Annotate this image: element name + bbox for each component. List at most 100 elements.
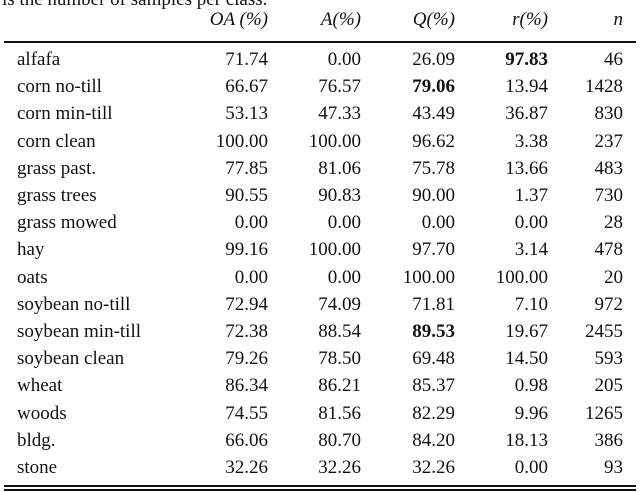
cell: 32.26 — [412, 457, 455, 478]
cell: 478 — [594, 239, 624, 261]
cell: 66.06 — [225, 429, 268, 451]
cell: 0.00 — [514, 212, 548, 234]
cell: 0.00 — [327, 266, 361, 288]
cell: 483 — [594, 157, 624, 179]
cell: 99.16 — [225, 239, 268, 261]
cell: 32.26 — [225, 457, 268, 478]
row-label: alfafa — [17, 49, 61, 70]
cell: 47.33 — [318, 103, 361, 125]
row-label: wheat — [17, 375, 63, 397]
bottom-rule — [4, 485, 636, 487]
bottom-rule — [4, 489, 636, 491]
cell: 237 — [594, 130, 624, 152]
cell: 86.21 — [318, 375, 361, 397]
row-label: soybean min-till — [17, 321, 142, 342]
cell: 20 — [604, 266, 623, 288]
cell: 74.09 — [318, 293, 361, 315]
cell: 3.14 — [514, 239, 548, 261]
cell: 93 — [604, 457, 623, 478]
cell: 0.98 — [514, 375, 548, 397]
cell: 75.78 — [412, 157, 455, 179]
cell: 28 — [604, 212, 623, 234]
cell: 14.50 — [505, 348, 548, 370]
cell: 593 — [594, 348, 624, 370]
cell: 18.13 — [505, 429, 548, 451]
header-rule — [4, 41, 636, 43]
cell: 9.96 — [514, 402, 548, 424]
cell: 84.20 — [412, 429, 455, 451]
cell: 13.94 — [505, 76, 548, 98]
cell: 205 — [594, 375, 624, 397]
cell: 72.38 — [225, 321, 268, 342]
cell: 71.81 — [412, 293, 455, 315]
cell: 79.26 — [225, 348, 268, 370]
row-label: stone — [17, 457, 58, 478]
cell: 89.53 — [412, 321, 455, 342]
cell: 90.00 — [412, 185, 455, 206]
cell: 0.00 — [327, 49, 361, 70]
caption: is the number of samples per class. — [2, 0, 267, 11]
cell: 77.85 — [225, 157, 268, 179]
cell: 100.00 — [495, 266, 548, 288]
cell: 32.26 — [318, 457, 361, 478]
cell: 76.57 — [318, 76, 361, 98]
cell: 0.00 — [234, 212, 268, 234]
cell: 36.87 — [505, 103, 548, 125]
column-header: A(%) — [320, 9, 361, 30]
row-label: corn no-till — [17, 76, 102, 98]
cell: 43.49 — [412, 103, 455, 125]
cell: 0.00 — [421, 212, 455, 234]
row-label: oats — [17, 266, 48, 288]
cell: 97.83 — [505, 49, 548, 70]
cell: 0.00 — [234, 266, 268, 288]
row-label: hay — [17, 239, 45, 261]
cell: 80.70 — [318, 429, 361, 451]
cell: 386 — [594, 429, 624, 451]
cell: 972 — [594, 293, 624, 315]
row-label: corn min-till — [17, 103, 113, 125]
cell: 72.94 — [225, 293, 268, 315]
cell: 0.00 — [514, 457, 548, 478]
row-label: bldg. — [17, 429, 56, 451]
row-label: corn clean — [17, 130, 96, 152]
cell: 730 — [594, 185, 624, 206]
cell: 78.50 — [318, 348, 361, 370]
cell: 90.55 — [225, 185, 268, 206]
cell: 46 — [604, 49, 623, 70]
cell: 1428 — [585, 76, 623, 98]
cell: 97.70 — [412, 239, 455, 261]
column-header: Q(%) — [412, 9, 455, 30]
cell: 79.06 — [412, 76, 455, 98]
row-label: grass mowed — [17, 212, 117, 234]
cell: 1.37 — [514, 185, 548, 206]
cell: 88.54 — [318, 321, 361, 342]
row-label: soybean clean — [17, 348, 125, 370]
row-label: soybean no-till — [17, 293, 131, 315]
cell: 82.29 — [412, 402, 455, 424]
cell: 81.56 — [318, 402, 361, 424]
cell: 2455 — [585, 321, 623, 342]
cell: 100.00 — [308, 239, 361, 261]
column-header: OA (%) — [209, 9, 268, 30]
cell: 1265 — [585, 402, 623, 424]
column-header: r(%) — [512, 9, 548, 30]
cell: 19.67 — [505, 321, 548, 342]
cell: 71.74 — [225, 49, 268, 70]
cell: 81.06 — [318, 157, 361, 179]
cell: 0.00 — [327, 212, 361, 234]
cell: 100.00 — [215, 130, 268, 152]
cell: 26.09 — [412, 49, 455, 70]
cell: 90.83 — [318, 185, 361, 206]
cell: 74.55 — [225, 402, 268, 424]
row-label: grass trees — [17, 185, 97, 206]
column-header: n — [613, 9, 624, 30]
cell: 3.38 — [514, 130, 548, 152]
cell: 66.67 — [225, 76, 268, 98]
cell: 13.66 — [505, 157, 548, 179]
row-label: woods — [17, 402, 67, 424]
cell: 100.00 — [308, 130, 361, 152]
cell: 86.34 — [225, 375, 268, 397]
cell: 7.10 — [514, 293, 548, 315]
cell: 53.13 — [225, 103, 268, 125]
cell: 100.00 — [402, 266, 455, 288]
